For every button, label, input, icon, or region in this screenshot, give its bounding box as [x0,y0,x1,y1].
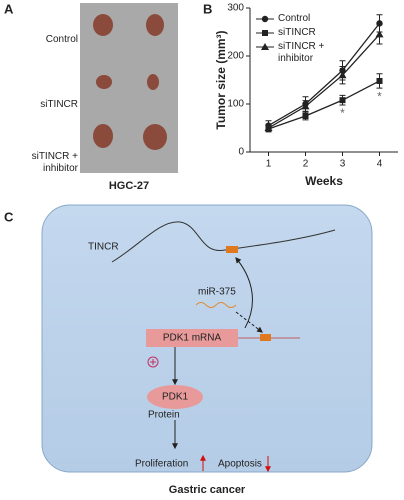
panel-label: A [4,1,14,16]
tincr-strand [111,221,336,263]
y-tick-label: 100 [227,99,244,110]
panel-label: C [4,209,14,224]
dashed-arrow [235,311,263,333]
protein-caption: Protein [148,410,180,421]
row-label: Control [45,34,78,45]
x-tick-label: 1 [266,159,272,170]
binding-site [226,246,238,253]
data-point [264,124,273,131]
series-line [268,33,380,129]
outcome-label: Apoptosis [218,459,262,470]
annotation: * [377,89,382,103]
legend-label: siTINCR + inhibitor [278,41,325,64]
mirna-label: miR-375 [198,287,236,298]
plus-icon [150,359,156,365]
series-line [268,22,381,127]
x-tick-label: 3 [340,159,346,170]
row-label: siTINCR [40,99,78,110]
data-point [302,113,309,119]
y-tick-label: 0 [238,147,244,158]
legend-label: Control [278,13,311,24]
panel-label: B [203,1,212,16]
legend-marker [261,15,269,23]
outcome-label: Proliferation [135,459,188,470]
series-line [268,80,380,130]
legend-marker [262,30,268,36]
photo-caption: HGC-27 [109,180,149,192]
legend-marker [261,43,269,50]
x-axis-label: Weeks [305,174,343,188]
tumors [93,14,167,150]
line-chart: 0 100 200 300 1 2 3 4 Weeks Tumor size (mm³) * * [214,3,398,188]
protein-label: PDK1 [162,392,189,403]
y-tick-label: 200 [227,51,244,62]
mrna-box [146,329,238,347]
data-point [338,71,347,79]
x-tick-label: 4 [377,159,383,170]
binding-site [260,334,271,341]
mirna-strand [195,302,237,308]
rna-label: TINCR [88,242,119,253]
row-label: siTINCR + inhibitor [31,151,78,174]
y-axis-label: Tumor size (mm³) [214,30,228,129]
x-tick-label: 2 [303,159,309,170]
mrna-label: PDK1 mRNA [163,333,222,344]
data-point [376,77,383,84]
legend-label: siTINCR [278,27,316,38]
data-point [339,97,346,104]
arrow [235,257,253,329]
plus-icon [147,356,159,368]
y-tick-label: 300 [227,3,244,14]
data-point [375,30,384,38]
footer: Gastric cancer [169,484,246,496]
annotation: * [340,106,345,120]
data-point [301,102,310,110]
protein-ellipse [147,385,203,409]
